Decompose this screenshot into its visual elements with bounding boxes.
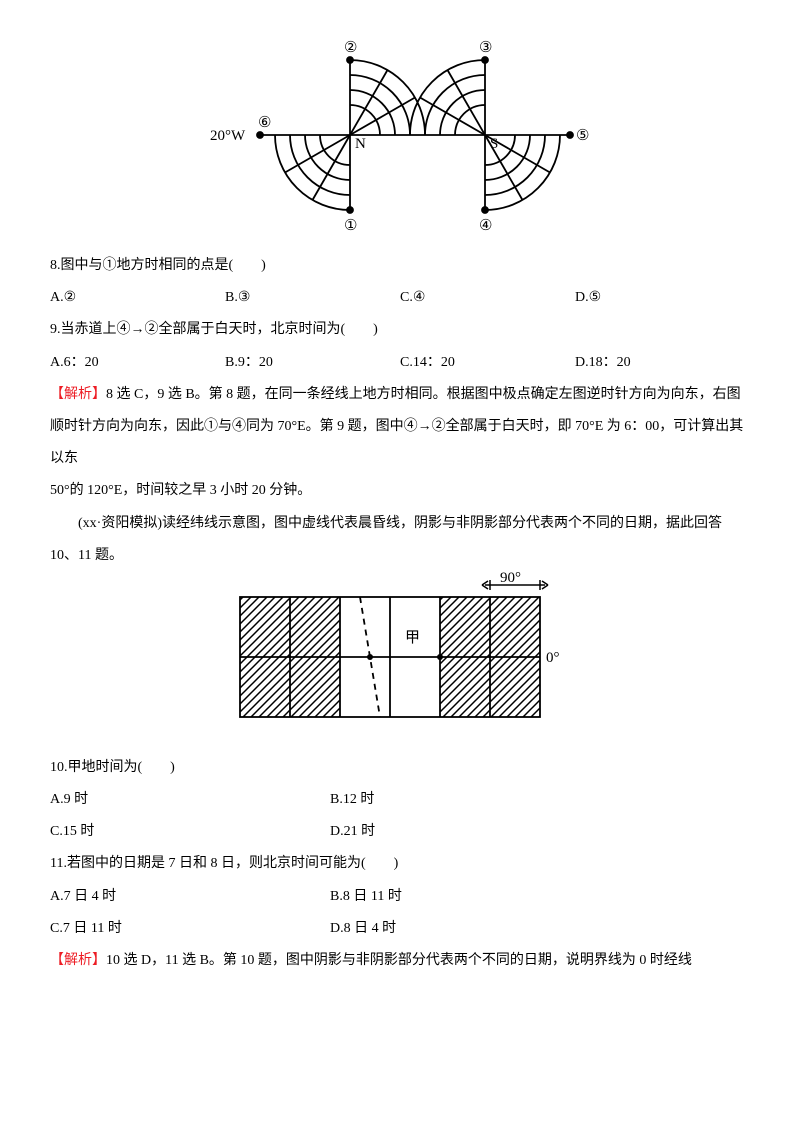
analysis-text1: 8 选 C，9 选 B。第 8 题，在同一条经线上地方时相同。根据图中极点确定左… bbox=[50, 387, 743, 466]
q11-options-ab: A.7 日 4 时 B.8 日 11 时 bbox=[50, 881, 750, 913]
marker-6: ⑥ bbox=[258, 115, 271, 131]
q10-d: D.21 时 bbox=[330, 816, 610, 848]
q10-options-cd: C.15 时 D.21 时 bbox=[50, 816, 750, 848]
label-jia: 甲 bbox=[405, 630, 420, 646]
marker-4: ④ bbox=[479, 218, 492, 234]
q10-a: A.9 时 bbox=[50, 784, 330, 816]
analysis-label: 【解析】 bbox=[50, 387, 106, 402]
grid-diagram: 90° 0° 甲 bbox=[50, 572, 750, 742]
q9-d: D.18：20 bbox=[575, 347, 750, 379]
q9-options: A.6：20 B.9：20 C.14：20 D.18：20 bbox=[50, 347, 750, 379]
marker-5: ⑤ bbox=[576, 128, 589, 144]
analysis-text2: 50°的 120°E，时间较之早 3 小时 20 分钟。 bbox=[50, 475, 750, 507]
q11-c: C.7 日 11 时 bbox=[50, 913, 330, 945]
q11-a: A.7 日 4 时 bbox=[50, 881, 330, 913]
q11-d: D.8 日 4 时 bbox=[330, 913, 610, 945]
label-0: 0° bbox=[546, 650, 560, 666]
q8-a: A.② bbox=[50, 282, 225, 314]
q8-c: C.④ bbox=[400, 282, 575, 314]
q8-options: A.② B.③ C.④ D.⑤ bbox=[50, 282, 750, 314]
q8-stem: 8.图中与①地方时相同的点是( ) bbox=[50, 250, 750, 282]
grid-svg: 90° 0° 甲 bbox=[220, 572, 580, 742]
intro-10-11: (xx·资阳模拟)读经纬线示意图，图中虚线代表晨昏线，阴影与非阴影部分代表两个不… bbox=[50, 508, 750, 572]
q10-c: C.15 时 bbox=[50, 816, 330, 848]
q9-stem: 9.当赤道上④→②全部属于白天时，北京时间为( ) bbox=[50, 314, 750, 346]
q11-stem: 11.若图中的日期是 7 日和 8 日，则北京时间可能为( ) bbox=[50, 848, 750, 880]
q11-options-cd: C.7 日 11 时 D.8 日 4 时 bbox=[50, 913, 750, 945]
polar-diagram: 20°W N S ① ② ③ ④ ⑤ ⑥ bbox=[50, 30, 750, 240]
polar-svg: 20°W N S ① ② ③ ④ ⑤ ⑥ bbox=[200, 30, 600, 240]
analysis-10-11: 【解析】10 选 D，11 选 B。第 10 题，图中阴影与非阴影部分代表两个不… bbox=[50, 945, 750, 977]
marker-3: ③ bbox=[479, 40, 492, 56]
q10-options-ab: A.9 时 B.12 时 bbox=[50, 784, 750, 816]
label-20w: 20°W bbox=[210, 128, 246, 144]
q10-stem: 10.甲地时间为( ) bbox=[50, 752, 750, 784]
q10-b: B.12 时 bbox=[330, 784, 610, 816]
analysis-8-9: 【解析】8 选 C，9 选 B。第 8 题，在同一条经线上地方时相同。根据图中极… bbox=[50, 379, 750, 476]
q9-b: B.9：20 bbox=[225, 347, 400, 379]
q9-c: C.14：20 bbox=[400, 347, 575, 379]
label-s: S bbox=[490, 136, 498, 152]
analysis2-text: 10 选 D，11 选 B。第 10 题，图中阴影与非阴影部分代表两个不同的日期… bbox=[106, 953, 692, 968]
q8-d: D.⑤ bbox=[575, 282, 750, 314]
label-90: 90° bbox=[500, 572, 521, 586]
q11-b: B.8 日 11 时 bbox=[330, 881, 610, 913]
analysis2-label: 【解析】 bbox=[50, 953, 106, 968]
label-n: N bbox=[355, 136, 366, 152]
marker-1: ① bbox=[344, 218, 357, 234]
marker-2: ② bbox=[344, 40, 357, 56]
q8-b: B.③ bbox=[225, 282, 400, 314]
q9-a: A.6：20 bbox=[50, 347, 225, 379]
